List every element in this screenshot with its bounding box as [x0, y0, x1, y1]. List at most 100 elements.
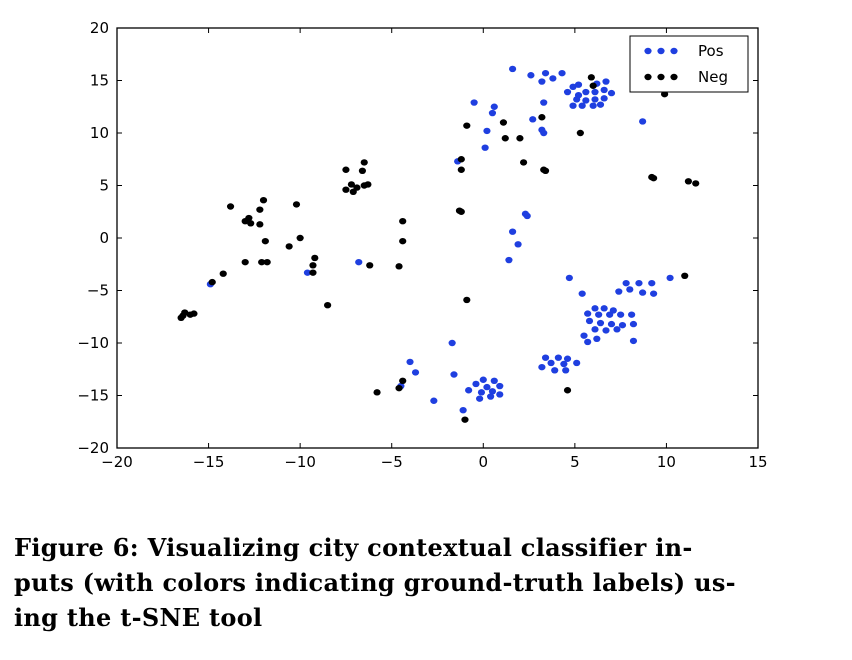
point-pos [584, 310, 592, 317]
point-pos [540, 129, 548, 137]
y-tick-label: 0 [99, 229, 109, 247]
legend-markers [644, 47, 678, 81]
point-neg [208, 278, 216, 286]
point-pos [448, 339, 456, 347]
point-pos [514, 241, 522, 248]
y-tick-label: −5 [87, 282, 109, 300]
point-neg [259, 197, 268, 204]
legend-label-pos: Pos [698, 42, 724, 60]
point-neg [681, 272, 689, 279]
caption-line-1: Figure 6: Visualizing city contextual cl… [14, 533, 693, 562]
point-neg [589, 82, 597, 89]
point-pos [569, 83, 577, 91]
point-neg [285, 243, 293, 250]
point-neg [309, 262, 317, 269]
point-neg [650, 174, 658, 182]
point-pos [430, 397, 438, 404]
point-pos [490, 377, 498, 384]
point-pos [584, 338, 592, 346]
legend-marker-neg [644, 73, 652, 81]
point-neg [399, 218, 407, 225]
point-neg [576, 129, 584, 137]
point-pos [563, 355, 572, 362]
point-neg [538, 114, 546, 121]
x-tick-label: 0 [479, 453, 489, 471]
point-neg [324, 302, 332, 309]
point-pos [573, 96, 581, 103]
point-pos [600, 95, 608, 102]
point-pos [538, 78, 546, 85]
point-neg [311, 254, 319, 262]
point-pos [459, 407, 467, 414]
point-pos [602, 78, 610, 85]
point-pos [578, 102, 586, 109]
point-pos [578, 290, 586, 297]
point-neg [241, 218, 249, 225]
point-pos [554, 354, 562, 361]
point-pos [541, 354, 550, 361]
caption-line-2: puts (with colors indicating ground-trut… [14, 568, 736, 597]
point-pos [629, 337, 638, 345]
point-pos [574, 81, 583, 88]
x-tick-label: −10 [284, 453, 316, 471]
point-pos [465, 387, 473, 394]
point-neg [226, 203, 235, 210]
point-pos [613, 326, 621, 333]
point-pos [648, 279, 656, 287]
point-pos [596, 101, 605, 108]
point-neg [261, 237, 269, 245]
point-pos [600, 86, 608, 94]
point-neg [373, 389, 381, 396]
point-pos [541, 69, 550, 77]
point-pos [639, 289, 647, 296]
point-pos [666, 274, 674, 282]
point-pos [488, 388, 497, 395]
point-neg [349, 188, 357, 195]
point-neg [660, 90, 669, 98]
point-pos [596, 319, 605, 327]
point-pos [562, 367, 570, 374]
point-pos [607, 320, 616, 328]
point-neg [684, 178, 693, 185]
point-neg [296, 234, 304, 242]
point-neg [342, 166, 350, 173]
point-pos [585, 317, 594, 325]
point-pos [549, 75, 557, 82]
point-pos [505, 256, 513, 264]
point-pos [477, 389, 486, 396]
point-pos [450, 371, 458, 378]
legend-marker-pos [657, 47, 665, 55]
legend-marker-pos [644, 47, 652, 55]
data-points [177, 65, 700, 423]
legend-marker-neg [657, 73, 665, 81]
point-pos [569, 102, 577, 109]
point-pos [496, 382, 504, 390]
point-pos [483, 383, 491, 391]
y-tick-label: 5 [99, 177, 109, 195]
point-pos [551, 367, 559, 374]
point-neg [457, 166, 465, 173]
point-neg [395, 384, 403, 392]
point-neg [457, 156, 465, 163]
point-pos [591, 326, 599, 333]
legend-marker-neg [670, 73, 678, 81]
point-pos [472, 380, 480, 388]
point-pos [635, 279, 643, 287]
point-neg [519, 159, 528, 166]
point-pos [558, 69, 566, 77]
point-neg [563, 387, 572, 394]
point-neg [366, 262, 374, 269]
point-neg [342, 186, 350, 193]
point-pos [595, 311, 603, 318]
point-neg [461, 416, 469, 423]
axis-ticks: −20 −15 −10 −5 0 5 10 15 −20 −15 −10 −5 0 5 10 15 20 [77, 19, 767, 471]
y-tick-label: 10 [90, 124, 109, 142]
point-pos [589, 102, 597, 109]
point-pos [355, 258, 363, 266]
point-pos [600, 305, 608, 312]
point-pos [591, 305, 599, 312]
point-pos [606, 311, 614, 318]
point-pos [529, 116, 537, 123]
point-pos [580, 332, 588, 339]
point-neg [463, 122, 471, 129]
